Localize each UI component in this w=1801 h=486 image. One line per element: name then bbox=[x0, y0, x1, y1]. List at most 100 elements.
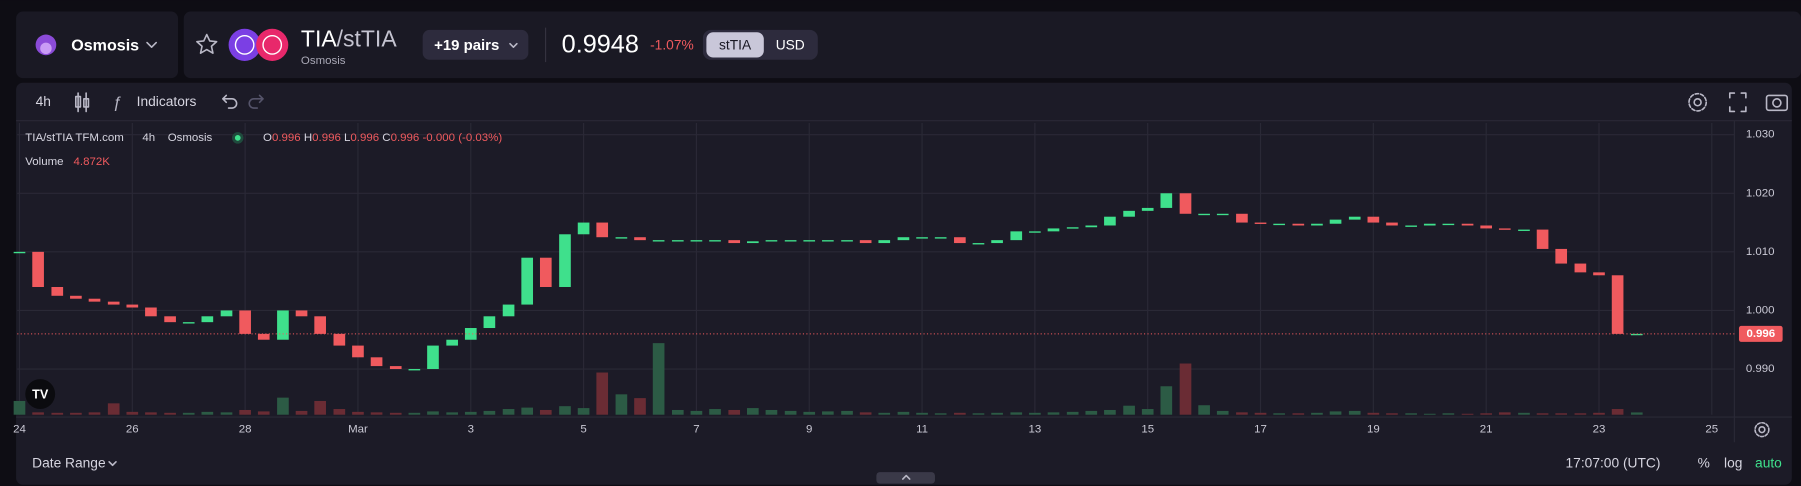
volume-bar bbox=[32, 412, 44, 415]
pairs-button-label: +19 pairs bbox=[434, 37, 499, 54]
volume-bar bbox=[1029, 412, 1041, 415]
candle-type-icon[interactable] bbox=[75, 92, 90, 113]
volume-bar bbox=[1386, 413, 1398, 415]
candle-body bbox=[1536, 229, 1549, 249]
candle-body bbox=[577, 222, 590, 235]
volume-bar bbox=[1536, 413, 1549, 415]
candle-body bbox=[1329, 219, 1342, 224]
fullscreen-icon[interactable] bbox=[1728, 92, 1747, 113]
volume-bar bbox=[1216, 410, 1229, 415]
volume-bar bbox=[314, 400, 326, 415]
candle-body bbox=[1047, 228, 1060, 232]
volume-bar bbox=[333, 409, 346, 415]
candle-body bbox=[1160, 193, 1173, 208]
screenshot-icon[interactable] bbox=[1765, 94, 1789, 112]
volume-bar bbox=[972, 413, 985, 415]
volume-bar bbox=[916, 412, 928, 415]
volume-bar bbox=[596, 372, 609, 415]
y-tick-label: 1.030 bbox=[1746, 129, 1775, 141]
toggle-option[interactable]: USD bbox=[776, 38, 805, 53]
base-logo bbox=[228, 28, 261, 61]
candle-body bbox=[1593, 272, 1605, 276]
volume-bar bbox=[1348, 410, 1361, 415]
favorite-star[interactable] bbox=[196, 33, 218, 54]
candle-body bbox=[182, 322, 195, 324]
volume-bar bbox=[220, 412, 233, 415]
ohlc-key: O bbox=[263, 132, 272, 144]
volume-bar bbox=[370, 412, 383, 415]
axis-settings-icon[interactable] bbox=[1754, 421, 1770, 438]
volume-bar bbox=[1367, 412, 1380, 415]
volume-bar bbox=[464, 411, 477, 415]
indicators-icon: ƒ bbox=[113, 94, 122, 112]
candle-body bbox=[709, 240, 721, 242]
volume-bar bbox=[878, 412, 891, 415]
candle-body bbox=[1423, 223, 1436, 226]
candle-body bbox=[1480, 225, 1493, 229]
status-dot bbox=[234, 135, 241, 141]
percent-toggle[interactable]: % bbox=[1698, 456, 1710, 471]
tradingview-logo[interactable] bbox=[25, 379, 56, 409]
undo[interactable] bbox=[222, 94, 238, 109]
quote-logo-mark bbox=[262, 34, 283, 55]
toggle-active[interactable] bbox=[706, 32, 764, 58]
volume-bar bbox=[88, 412, 101, 415]
ohlc-value: 0.996 bbox=[350, 132, 379, 144]
collapse-handle[interactable] bbox=[876, 472, 935, 484]
volume-bar bbox=[1047, 412, 1060, 415]
app-logo-inner bbox=[40, 42, 52, 55]
x-tick-label: 25 bbox=[1705, 424, 1718, 436]
candle-body bbox=[539, 257, 552, 288]
pairs-button[interactable] bbox=[422, 29, 529, 60]
candle-body bbox=[1367, 216, 1380, 223]
y-tick-label: 0.990 bbox=[1746, 363, 1775, 375]
candle-body bbox=[32, 251, 44, 288]
indicators-button[interactable]: Indicators bbox=[137, 94, 197, 109]
volume-bar bbox=[615, 394, 628, 415]
volume-bar bbox=[652, 343, 665, 415]
candle-body bbox=[1498, 228, 1511, 230]
volume-bar bbox=[841, 410, 853, 415]
candle-body bbox=[370, 357, 383, 367]
date-range-button[interactable]: Date Range bbox=[32, 456, 106, 471]
volume-bar bbox=[201, 411, 214, 415]
candle-body bbox=[1216, 213, 1229, 216]
volume-bar bbox=[1405, 413, 1417, 415]
volume-bar bbox=[1555, 413, 1568, 415]
chevron bbox=[146, 41, 158, 48]
volume-bar bbox=[13, 400, 26, 415]
candle-body bbox=[408, 369, 421, 371]
grid bbox=[17, 122, 1735, 415]
candle-body bbox=[1518, 229, 1530, 231]
interval-button[interactable]: 4h bbox=[36, 94, 51, 109]
log-toggle[interactable]: log bbox=[1724, 456, 1742, 471]
app-selector[interactable] bbox=[16, 11, 179, 79]
candle-body bbox=[596, 222, 609, 238]
candle-body bbox=[841, 240, 853, 242]
candle-body bbox=[822, 240, 834, 242]
candle-body bbox=[1273, 223, 1285, 226]
volume-bar bbox=[1010, 412, 1023, 415]
x-tick-label: 24 bbox=[13, 424, 26, 436]
volume-bar bbox=[1179, 363, 1192, 415]
volume-bar bbox=[1141, 409, 1154, 415]
auto-toggle[interactable]: auto bbox=[1755, 456, 1782, 471]
volume-bar bbox=[746, 408, 759, 415]
candle-body bbox=[1574, 263, 1587, 273]
candle-body bbox=[13, 251, 26, 254]
candle-body bbox=[145, 307, 157, 317]
candle-body bbox=[126, 304, 139, 308]
legend-ohlc: O0.996 H0.996 L0.996 C0.996 -0.000 (-0.0… bbox=[263, 132, 502, 144]
volume-bar bbox=[502, 409, 515, 415]
volume-bar bbox=[1518, 412, 1530, 415]
volume-bar bbox=[1593, 412, 1605, 415]
candle-body bbox=[1104, 216, 1116, 226]
x-tick-label: 19 bbox=[1367, 424, 1380, 436]
settings-icon[interactable] bbox=[1688, 92, 1708, 112]
volume-bar bbox=[1329, 411, 1342, 415]
volume-bar bbox=[1123, 405, 1135, 415]
volume-series bbox=[13, 343, 1643, 415]
ohlc-key: H bbox=[304, 132, 312, 144]
candle-body bbox=[51, 287, 64, 296]
